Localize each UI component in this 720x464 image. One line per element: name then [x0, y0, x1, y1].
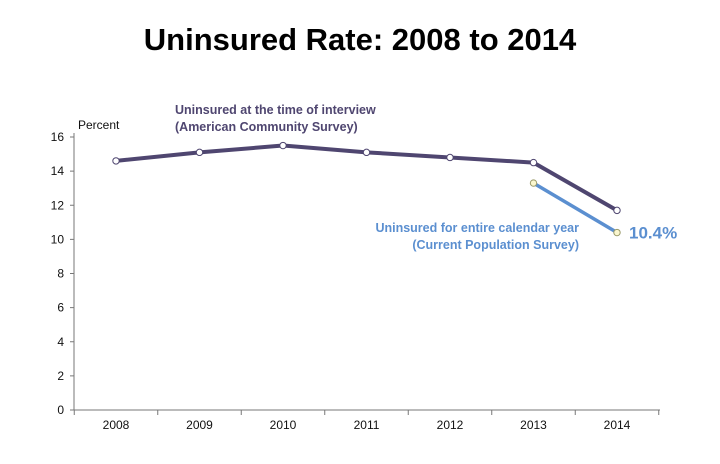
- data-label: 10.4%: [629, 224, 677, 243]
- data-point: [446, 153, 454, 162]
- data-point: [529, 158, 538, 167]
- data-point: [529, 179, 538, 187]
- y-tick-label: 8: [57, 267, 64, 281]
- x-tick-label: 2008: [103, 418, 130, 432]
- series-1-label: Uninsured at the time of interview: [175, 103, 376, 117]
- y-tick-label: 16: [51, 130, 65, 144]
- series-line-2: [531, 181, 619, 235]
- y-tick-label: 6: [57, 301, 64, 315]
- data-point: [279, 141, 287, 150]
- y-tick-label: 2: [57, 369, 64, 383]
- data-point: [362, 148, 371, 157]
- y-tick-label: 10: [51, 232, 65, 246]
- series-2-label: (Current Population Survey): [412, 238, 579, 252]
- x-tick-label: 2011: [354, 418, 380, 432]
- x-tick-label: 2010: [270, 418, 297, 432]
- data-point: [613, 206, 621, 215]
- data-point: [112, 157, 120, 165]
- y-tick-label: 12: [51, 198, 65, 212]
- x-tick-label: 2012: [437, 418, 464, 432]
- series-1-label: (American Community Survey): [175, 120, 358, 134]
- data-point: [195, 148, 204, 157]
- x-tick-label: 2014: [604, 418, 631, 432]
- chart-title: Uninsured Rate: 2008 to 2014: [143, 22, 577, 57]
- y-tick-label: 14: [51, 164, 65, 178]
- y-axis-title: Percent: [78, 118, 120, 132]
- data-point: [613, 228, 621, 237]
- series-2-label: Uninsured for entire calendar year: [375, 221, 579, 235]
- x-tick-label: 2013: [520, 418, 547, 432]
- y-tick-label: 0: [57, 403, 64, 417]
- x-tick-label: 2009: [186, 418, 213, 432]
- y-tick-label: 4: [57, 335, 64, 349]
